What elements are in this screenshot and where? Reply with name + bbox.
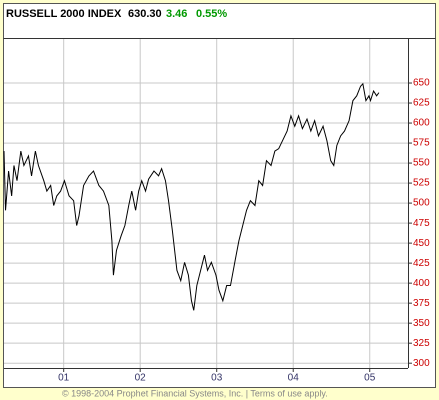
y-tick-label: 550 [413,158,430,169]
y-tick-label: 575 [413,138,430,149]
x-tick-label: 05 [364,373,376,384]
y-tick-label: 500 [413,198,430,209]
y-tick-label: 400 [413,278,430,289]
chart-title: RUSSELL 2000 INDEX [6,8,122,20]
y-tick-label: 300 [413,358,430,369]
x-tick-label: 02 [135,373,147,384]
change-pct: 0.55% [196,8,227,20]
y-tick-label: 325 [413,338,430,349]
y-tick-label: 600 [413,118,430,129]
y-tick-label: 425 [413,258,430,269]
y-tick-label: 475 [413,218,430,229]
panel [3,3,436,388]
y-tick-label: 625 [413,98,430,109]
x-tick-label: 04 [288,373,300,384]
price-line [3,82,380,311]
y-tick-label: 650 [413,78,430,89]
x-tick-label: 03 [211,373,223,384]
last-price: 630.30 [128,8,162,20]
y-tick-label: 450 [413,238,430,249]
footer: © 1998-2004 Prophet Financial Systems, I… [62,388,328,398]
y-tick-label: 350 [413,318,430,329]
change: 3.46 [166,8,187,20]
y-tick-label: 525 [413,178,430,189]
x-tick-label: 01 [58,373,70,384]
y-tick-label: 375 [413,298,430,309]
